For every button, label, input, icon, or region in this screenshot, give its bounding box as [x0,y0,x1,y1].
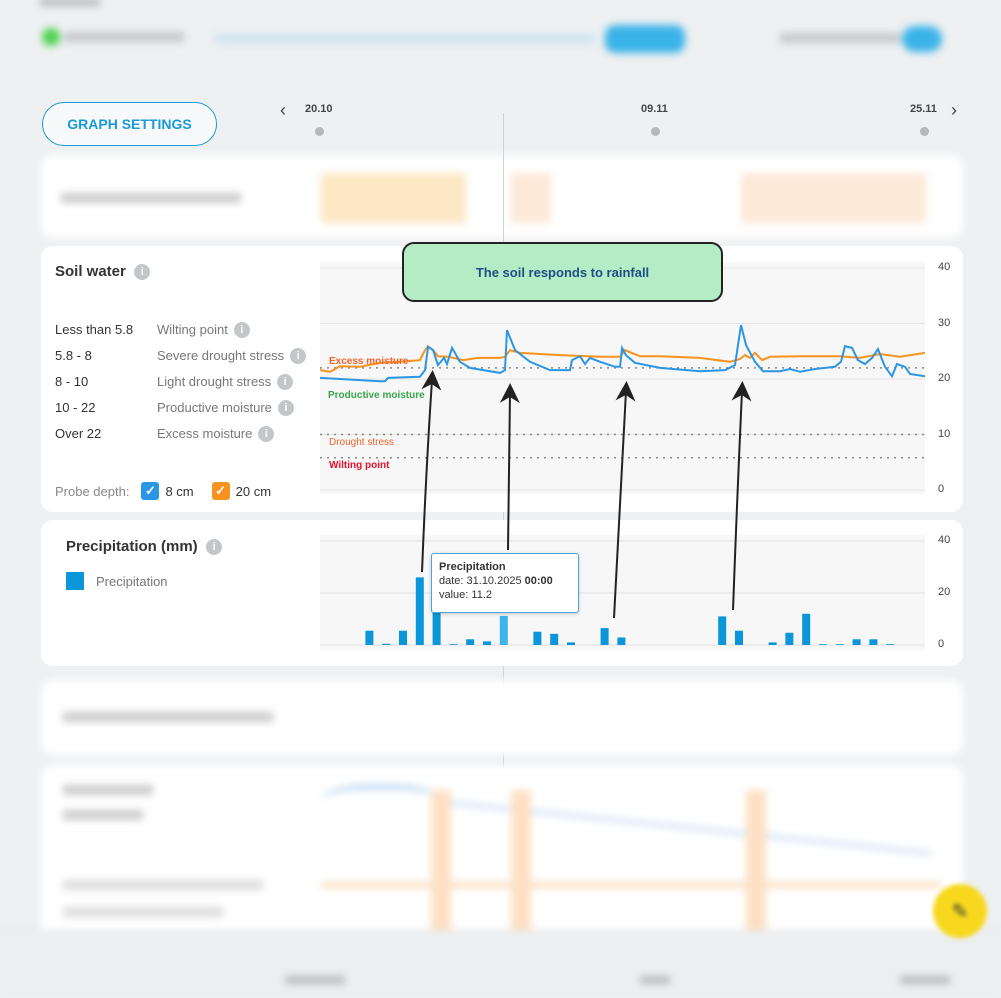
precipitation-bar [499,615,508,645]
info-icon[interactable]: i [206,538,223,555]
precipitation-bar [533,631,542,645]
y-tick-label: 30 [938,316,951,329]
timeline-date: 25.11 [910,103,937,115]
blurred-card [41,155,963,238]
legend-name: Light drought stress [157,374,272,389]
graph-settings-button[interactable]: GRAPH SETTINGS [42,102,217,146]
annotation-callout: The soil responds to rainfall [402,242,723,302]
tooltip-date: date: 31.10.2025 [439,575,522,587]
precipitation-bar [567,642,575,645]
precipitation-bar [886,644,895,645]
precipitation-bar [718,616,727,645]
legend-row: 5.8 - 8 Severe drought stress i [55,348,307,364]
series-line-8cm [320,324,925,383]
legend-row: Over 22 Excess moisture i [55,426,275,442]
precipitation-tooltip: Precipitation date: 31.10.2025 00:00 val… [431,553,579,613]
legend-range: 5.8 - 8 [55,348,92,363]
tooltip-value: value: 11.2 [439,589,493,601]
precipitation-title: Precipitation (mm) [66,538,198,555]
legend-range: 10 - 22 [55,400,96,415]
info-icon[interactable]: i [134,263,151,280]
y-tick-label: 0 [938,483,945,495]
legend-row: 8 - 10 Light drought stress i [55,374,294,390]
precipitation-bar [819,644,827,645]
timeline-date: 09.11 [641,103,668,115]
zone-label-productive: Productive moisture [328,390,425,401]
zone-label-wilting: Wilting point [329,460,390,471]
precipitation-bar [382,643,391,645]
bottom-timeline-bar [0,930,1001,998]
chat-fab-button[interactable]: ✎ [933,884,987,938]
legend-name: Productive moisture [157,400,272,415]
precipitation-bar [617,637,626,645]
precipitation-bar [399,630,407,645]
legend-range: Less than 5.8 [55,322,134,337]
probe-depth-label: Probe depth: [55,483,130,499]
y-tick-label: 20 [938,372,951,384]
precipitation-bar [466,639,475,645]
precipitation-bar [735,630,743,645]
probe-depth: Probe depth: ✓ 8 cm ✓ 20 cm [55,482,271,500]
precipitation-bar [365,630,374,645]
legend-name: Excess moisture [157,426,253,441]
tooltip-title: Precipitation [439,561,506,573]
precipitation-bar [483,641,491,645]
blurred-button[interactable] [605,25,685,53]
zone-label-drought: Drought stress [329,437,395,448]
soil-water-title: Soil water [55,263,126,280]
status-dot [42,28,60,46]
precipitation-bar [835,644,844,645]
precipitation-bar [869,639,878,645]
zone-label-excess: Excess moisture [329,356,409,367]
tooltip-time: 00:00 [524,575,553,587]
top-header [40,0,960,60]
timeline-date: 20.10 [305,103,333,115]
legend-row: 10 - 22 Productive moisture i [55,400,294,416]
legend-range: Over 22 [55,426,102,441]
legend-swatch [66,572,84,590]
info-icon[interactable]: i [277,400,294,416]
precipitation-bar [768,642,777,645]
precipitation-bar [802,613,811,645]
legend-label: Precipitation [96,573,168,589]
chevron-left-icon[interactable]: ‹ [280,100,286,120]
precipitation-bar [550,633,559,645]
legend-name: Severe drought stress [157,348,285,363]
legend-range: 8 - 10 [55,374,89,389]
precipitation-bar [785,632,794,645]
timeline-marker[interactable] [651,127,660,136]
y-tick-label: 20 [938,586,951,598]
info-icon[interactable]: i [233,322,250,338]
probe-label: 20 cm [235,483,272,499]
precipitation-legend[interactable]: Precipitation [66,572,168,590]
precipitation-chart[interactable] [320,535,925,650]
y-tick-label: 40 [938,261,951,273]
blurred-card [41,680,963,755]
y-tick-label: 10 [938,427,951,440]
y-tick-label: 0 [938,638,945,650]
precipitation-bar [449,644,458,645]
blurred-toggle[interactable] [902,26,942,52]
timeline-marker[interactable] [315,127,324,136]
info-icon[interactable]: i [258,426,275,442]
chevron-right-icon[interactable]: › [951,100,957,120]
y-tick-label: 40 [938,534,951,546]
precipitation-bar [415,577,424,645]
info-icon[interactable]: i [277,374,294,390]
precipitation-bar [600,628,609,645]
precipitation-bar [432,606,441,645]
precipitation-bar [852,639,861,645]
probe-20cm-checkbox[interactable]: ✓ [211,482,230,500]
legend-name: Wilting point [157,322,228,337]
timeline-marker[interactable] [920,127,929,136]
probe-label: 8 cm [165,483,194,499]
info-icon[interactable]: i [290,348,307,364]
probe-8cm-checkbox[interactable]: ✓ [141,482,160,500]
legend-row: Less than 5.8 Wilting point i [55,322,250,338]
